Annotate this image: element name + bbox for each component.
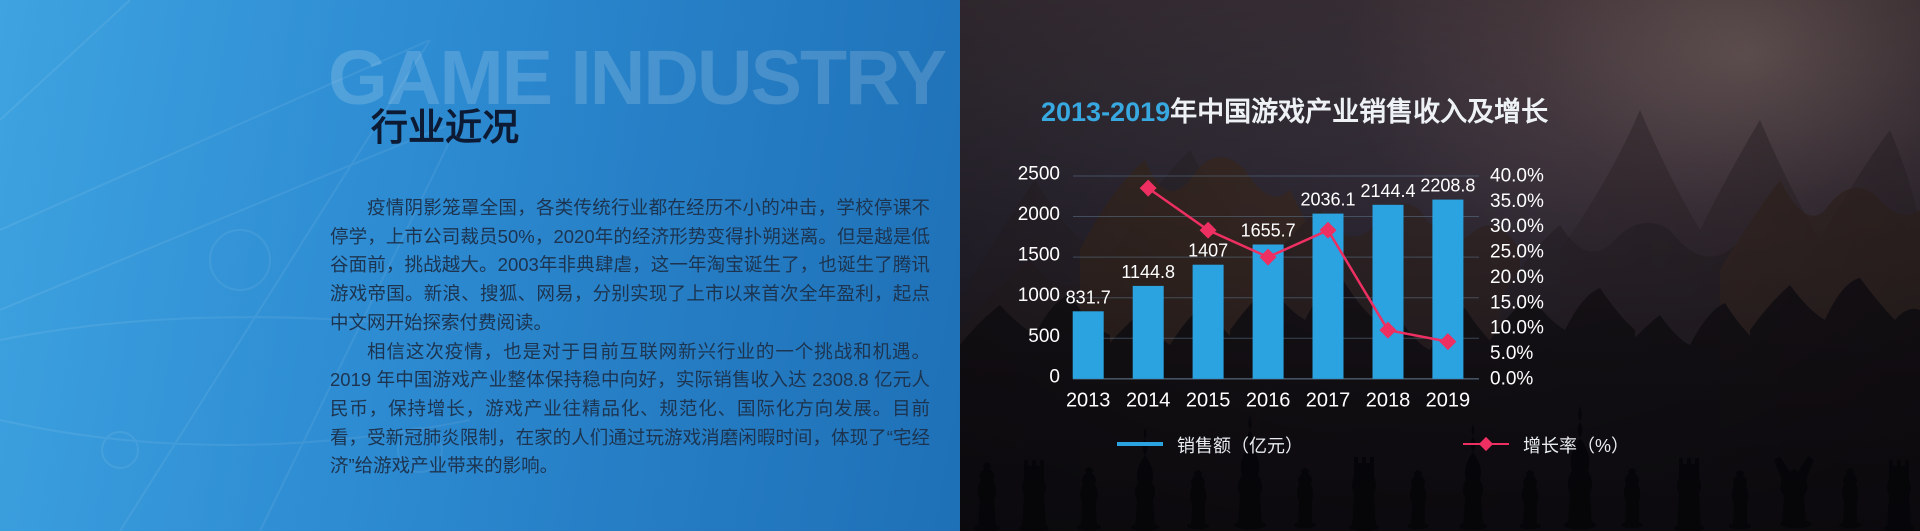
svg-text:25.0%: 25.0%	[1490, 242, 1544, 263]
svg-text:1655.7: 1655.7	[1241, 221, 1296, 241]
svg-text:2015: 2015	[1186, 389, 1231, 411]
svg-text:0.0%: 0.0%	[1490, 368, 1533, 389]
svg-text:35.0%: 35.0%	[1490, 191, 1544, 212]
svg-text:2019: 2019	[1426, 389, 1471, 411]
svg-text:1000: 1000	[1018, 285, 1060, 306]
svg-text:2000: 2000	[1018, 204, 1060, 225]
svg-text:2013: 2013	[1066, 389, 1111, 411]
svg-text:0: 0	[1049, 366, 1060, 387]
svg-text:2016: 2016	[1246, 389, 1291, 411]
svg-text:2014: 2014	[1126, 389, 1171, 411]
svg-text:1144.8: 1144.8	[1121, 262, 1175, 282]
svg-text:2018: 2018	[1366, 389, 1411, 411]
svg-text:10.0%: 10.0%	[1490, 318, 1544, 339]
svg-text:15.0%: 15.0%	[1490, 292, 1544, 313]
svg-text:2144.4: 2144.4	[1360, 181, 1415, 201]
svg-text:2036.1: 2036.1	[1300, 190, 1355, 210]
svg-text:1407: 1407	[1188, 241, 1228, 261]
svg-text:2208.8: 2208.8	[1420, 176, 1475, 196]
svg-text:2017: 2017	[1306, 389, 1351, 411]
svg-text:1500: 1500	[1018, 245, 1060, 266]
svg-text:500: 500	[1028, 326, 1060, 347]
svg-text:30.0%: 30.0%	[1490, 216, 1544, 237]
svg-text:40.0%: 40.0%	[1490, 166, 1544, 187]
svg-text:831.7: 831.7	[1066, 287, 1111, 307]
svg-text:20.0%: 20.0%	[1490, 267, 1544, 288]
svg-text:2500: 2500	[1018, 164, 1060, 185]
svg-text:5.0%: 5.0%	[1490, 343, 1533, 364]
